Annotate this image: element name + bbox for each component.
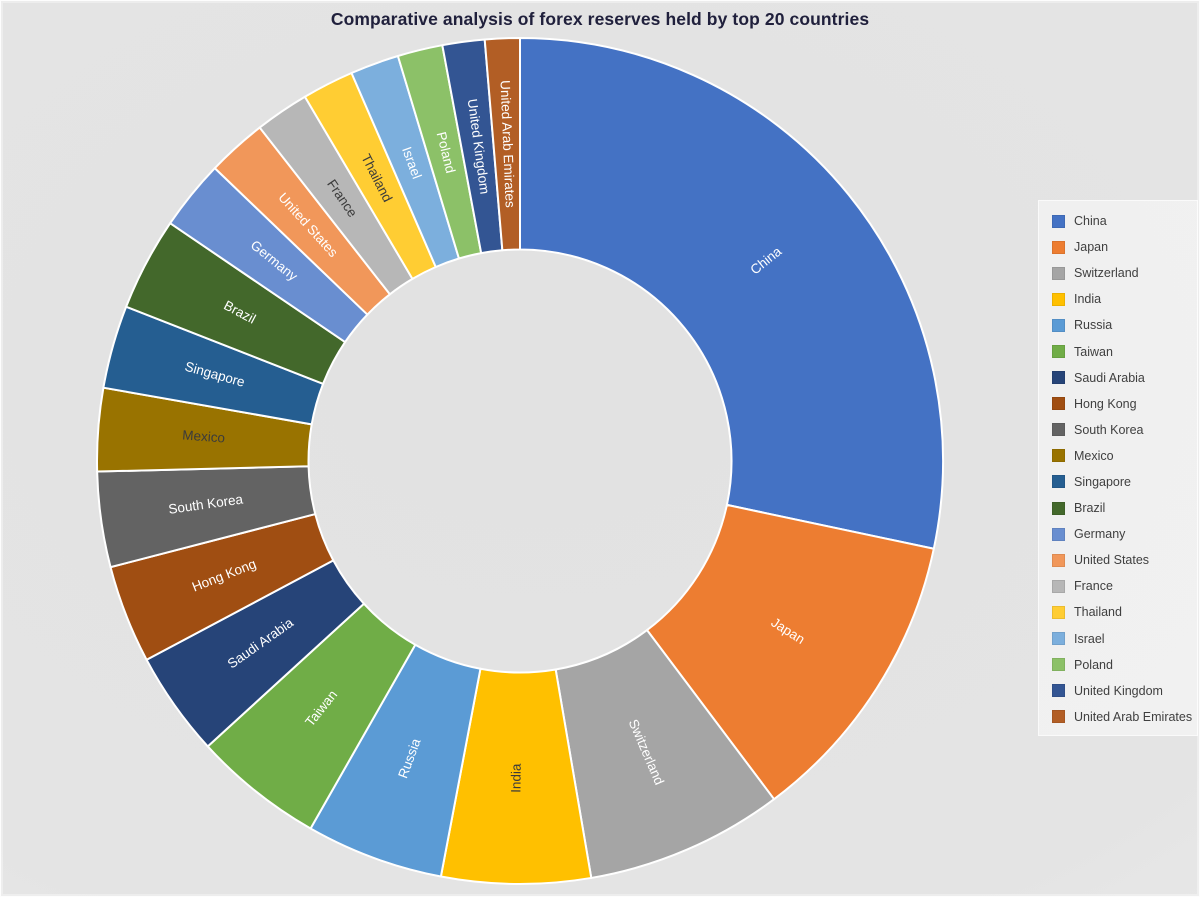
legend-label: Russia — [1074, 318, 1113, 333]
slice-label: India — [508, 763, 523, 793]
legend-swatch — [1052, 658, 1065, 672]
legend-label: Switzerland — [1074, 266, 1139, 281]
legend-label: Singapore — [1074, 474, 1131, 489]
legend-swatch — [1052, 292, 1065, 306]
legend-swatch — [1052, 710, 1065, 724]
legend-label: United Kingdom — [1074, 683, 1163, 698]
legend-swatch — [1052, 423, 1065, 437]
legend-swatch — [1052, 345, 1065, 359]
legend-item-hong-kong: Hong Kong — [1052, 391, 1197, 417]
legend-swatch — [1052, 371, 1065, 385]
legend-swatch — [1052, 240, 1065, 254]
legend-item-saudi-arabia: Saudi Arabia — [1052, 365, 1197, 391]
legend-item-japan: Japan — [1052, 234, 1197, 260]
legend-label: Thailand — [1074, 605, 1122, 620]
legend-label: Mexico — [1074, 448, 1114, 463]
slice-label: United Arab Emirates — [497, 80, 517, 208]
legend-label: Brazil — [1074, 501, 1106, 516]
legend-swatch — [1052, 684, 1065, 698]
legend-item-china: China — [1052, 208, 1197, 234]
legend-label: Poland — [1074, 657, 1113, 672]
legend-swatch — [1052, 527, 1065, 541]
legend-swatch — [1052, 579, 1065, 593]
legend-label: China — [1074, 214, 1107, 229]
legend-label: Taiwan — [1074, 344, 1113, 359]
legend-item-taiwan: Taiwan — [1052, 338, 1197, 364]
legend-item-mexico: Mexico — [1052, 443, 1197, 469]
legend-label: Japan — [1074, 240, 1109, 255]
chart-legend: China Japan Switzerland India Russia Taiwan Sa… — [1038, 200, 1198, 736]
legend-swatch — [1052, 397, 1065, 411]
legend-label: United States — [1074, 553, 1150, 568]
legend-item-thailand: Thailand — [1052, 599, 1197, 625]
legend-label: Saudi Arabia — [1074, 370, 1145, 385]
legend-item-germany: Germany — [1052, 521, 1197, 547]
legend-label: United Arab Emirates — [1074, 709, 1193, 724]
legend-item-singapore: Singapore — [1052, 469, 1197, 495]
slice-united-arab-emirates — [483, 37, 521, 252]
slice-japan — [646, 503, 935, 801]
legend-item-russia: Russia — [1052, 312, 1197, 338]
chart-title: Comparative analysis of forex reserves h… — [330, 9, 870, 29]
legend-label: South Korea — [1074, 422, 1144, 437]
legend-item-switzerland: Switzerland — [1052, 260, 1197, 286]
legend-swatch — [1052, 501, 1065, 515]
legend-item-israel: Israel — [1052, 626, 1197, 652]
legend-item-poland: Poland — [1052, 652, 1197, 678]
legend-item-united-kingdom: United Kingdom — [1052, 678, 1197, 704]
legend-swatch — [1052, 214, 1065, 228]
legend-swatch — [1052, 605, 1065, 619]
legend-swatch — [1052, 266, 1065, 280]
legend-label: Hong Kong — [1074, 396, 1137, 411]
legend-label: Israel — [1074, 631, 1105, 646]
legend-item-united-states: United States — [1052, 547, 1197, 573]
legend-swatch — [1052, 449, 1065, 463]
legend-swatch — [1052, 475, 1065, 489]
slice-label: Mexico — [182, 427, 226, 445]
legend-label: France — [1074, 579, 1113, 594]
legend-swatch — [1052, 318, 1065, 332]
slice-china — [519, 37, 944, 550]
legend-item-brazil: Brazil — [1052, 495, 1197, 521]
legend-label: India — [1074, 292, 1102, 307]
legend-item-india: India — [1052, 286, 1197, 312]
legend-swatch — [1052, 632, 1065, 646]
legend-item-south-korea: South Korea — [1052, 417, 1197, 443]
legend-swatch — [1052, 553, 1065, 567]
legend-item-united-arab-emirates: United Arab Emirates — [1052, 704, 1197, 730]
legend-label: Germany — [1074, 527, 1126, 542]
legend-item-france: France — [1052, 573, 1197, 599]
